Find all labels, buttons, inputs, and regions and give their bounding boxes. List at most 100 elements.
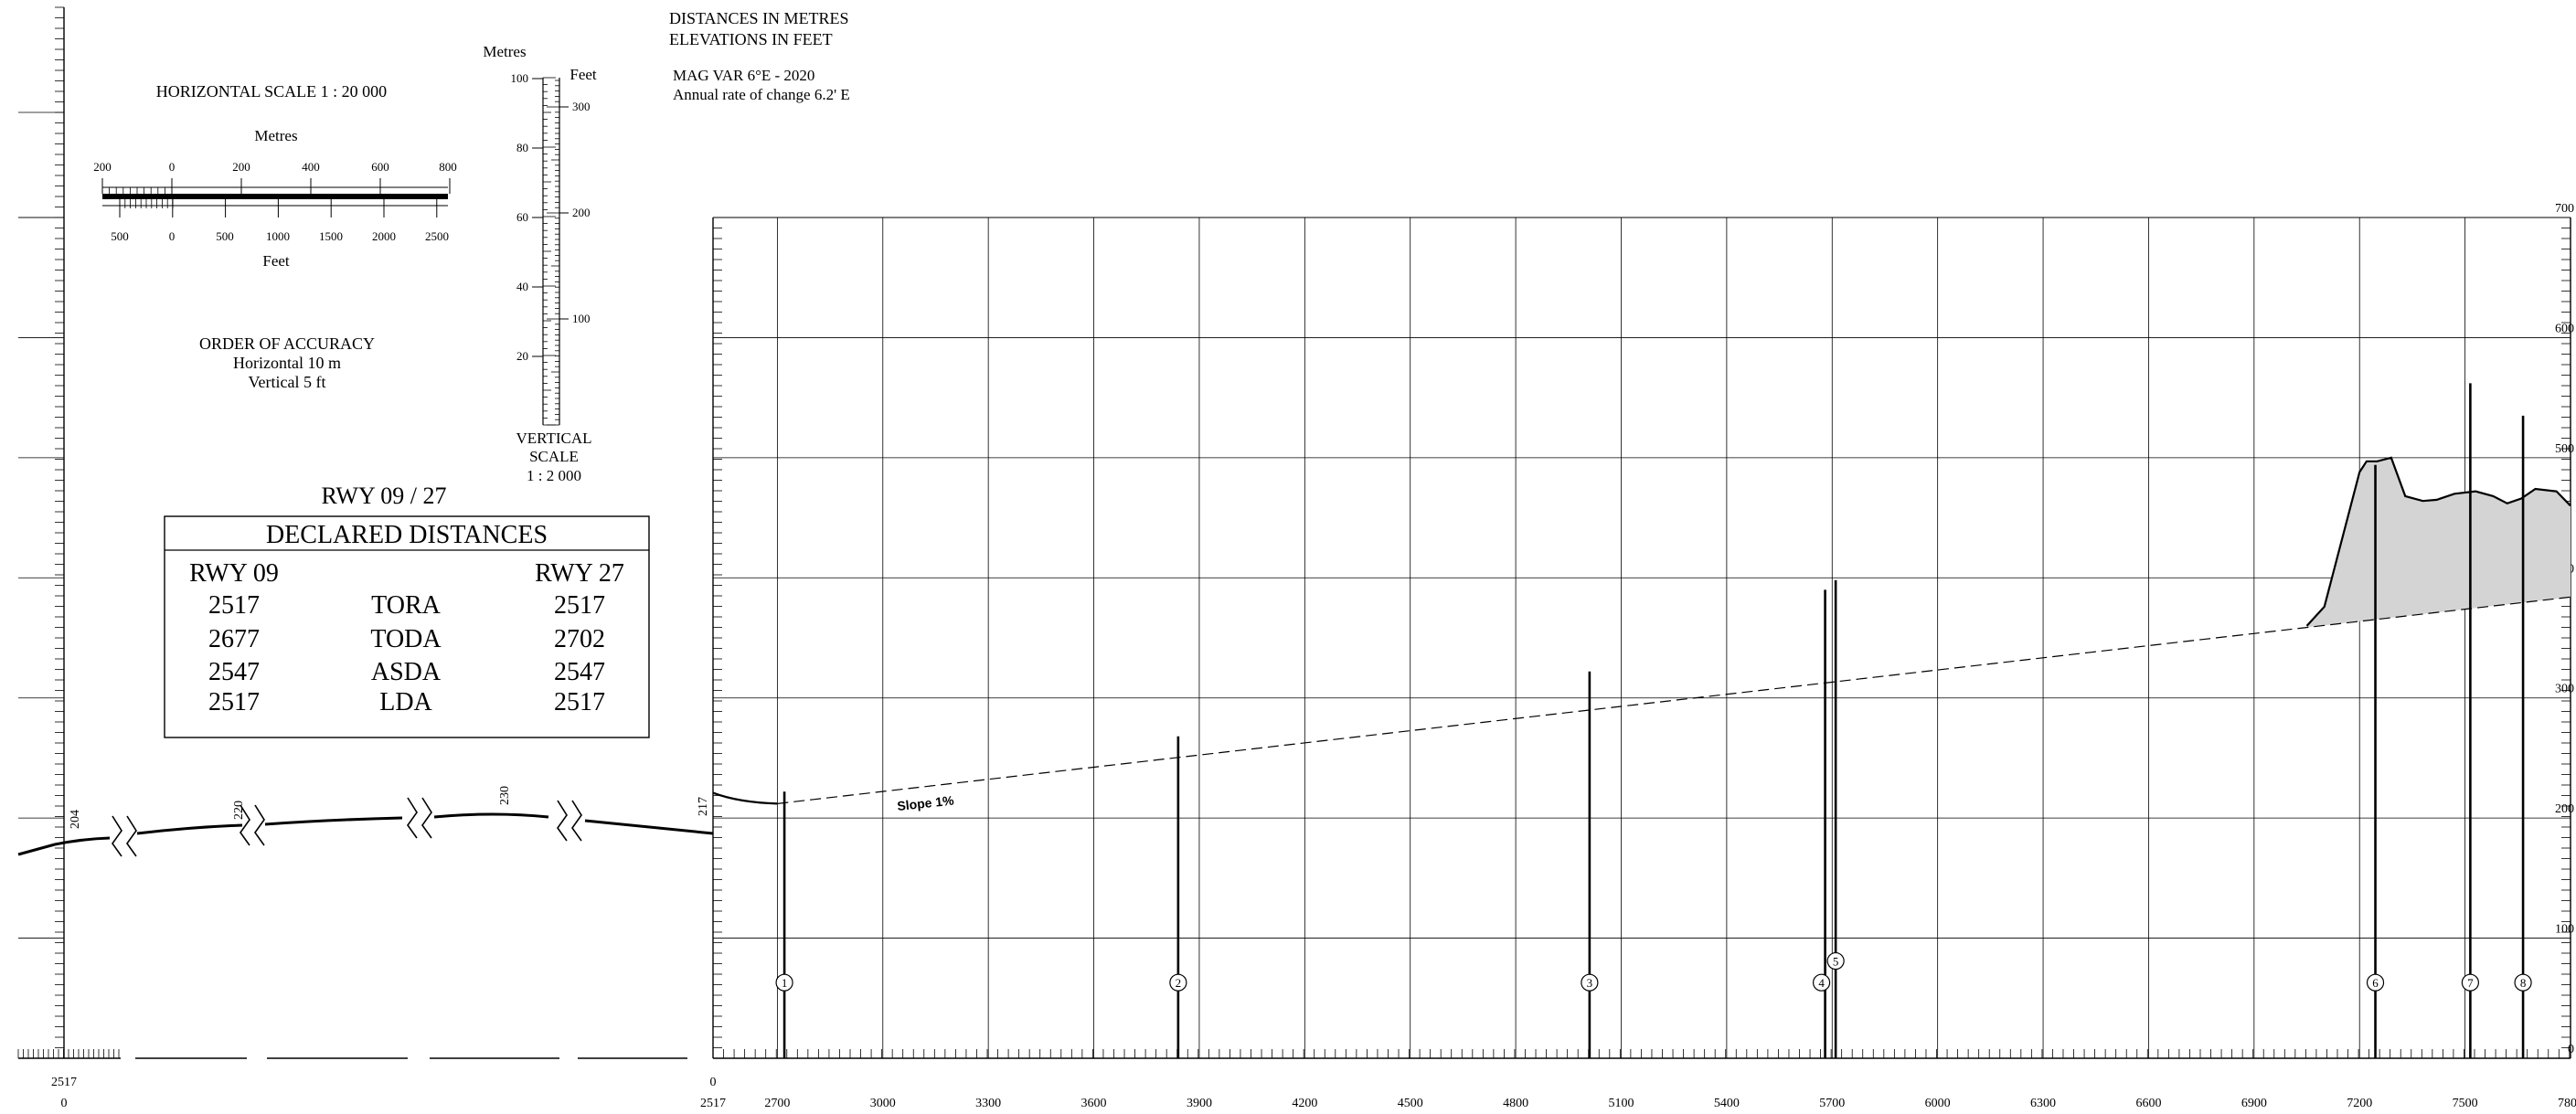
distances-unit: DISTANCES IN METRES: [669, 9, 849, 27]
asda-label: ASDA: [371, 658, 442, 686]
vscale-feet-label: 300: [572, 100, 591, 113]
obstacle-5-label: 5: [1833, 955, 1839, 969]
y-tick-label: 100: [2555, 923, 2574, 937]
elevations-unit: ELEVATIONS IN FEET: [669, 30, 833, 48]
obstacle-7-marker: [2461, 973, 2479, 992]
vertical-scale-caption-2: SCALE: [529, 448, 579, 465]
x-tick-label: 6600: [2135, 1097, 2161, 1110]
obstacle-8-label: 8: [2520, 976, 2527, 990]
x-tick-label: 3900: [1187, 1097, 1212, 1110]
runway-elevation-label: 220: [232, 801, 246, 820]
obstacle-6-marker: [2366, 973, 2385, 992]
main-chart-zero-label: 0: [710, 1076, 717, 1089]
runway-profile-segment: [136, 823, 243, 835]
feet-tick-label: 500: [111, 229, 129, 243]
feet-tick-label: 2000: [372, 229, 396, 243]
vertical-scale-metres-label: Metres: [483, 43, 526, 60]
accuracy-horizontal: Horizontal 10 m: [233, 354, 341, 372]
obstacle-2-marker: [1169, 973, 1187, 992]
x-tick-label: 3300: [975, 1097, 1001, 1110]
horizontal-scale-metres-label: Metres: [254, 127, 297, 144]
x-tick-label: 3000: [870, 1097, 896, 1110]
x-tick-label: 5400: [1714, 1097, 1740, 1110]
metre-tick-label: 800: [439, 160, 457, 174]
vscale-metre-label: 80: [516, 141, 528, 154]
x-tick-label: 4200: [1292, 1097, 1317, 1110]
rwy27-heading: RWY 27: [535, 559, 624, 588]
terrain-fill: [2306, 457, 2571, 628]
tora-09-value: 2517: [208, 591, 260, 620]
obstacle-1-marker: [775, 973, 793, 992]
left-profile-section: [17, 6, 714, 1059]
terrain-profile: [2305, 456, 2571, 627]
obstacle-3-label: 3: [1587, 976, 1593, 990]
vscale-feet-label: 100: [572, 312, 591, 325]
obstacle-1-label: 1: [782, 976, 788, 990]
obstacle-8-marker: [2514, 973, 2532, 992]
feet-tick-label: 500: [216, 229, 234, 243]
x-tick-label: 3600: [1081, 1097, 1107, 1110]
annual-change: Annual rate of change 6.2' E: [673, 86, 850, 103]
x-tick-label: 2700: [764, 1097, 790, 1110]
x-tick-label: 7800: [2558, 1097, 2576, 1110]
y-tick-label: 700: [2555, 202, 2574, 216]
vertical-scale: Metres Feet 100 80 60 40 20 300 200 100 …: [483, 43, 597, 484]
feet-tick-label: 0: [169, 229, 176, 243]
runway-elevation-label: 217: [697, 797, 710, 816]
x-tick-label: 7500: [2453, 1097, 2478, 1110]
x-tick-label: 6300: [2030, 1097, 2056, 1110]
declared-distances-table: RWY 09 / 27 DECLARED DISTANCES RWY 09 RW…: [164, 483, 650, 738]
runway-designator: RWY 09 / 27: [322, 483, 447, 509]
runway-profile-segment: [433, 812, 549, 819]
x-tick-label: 6000: [1925, 1097, 1951, 1110]
lda-label: LDA: [379, 688, 432, 716]
feet-tick-label: 2500: [425, 229, 449, 243]
x-tick-label: 4800: [1503, 1097, 1528, 1110]
metre-tick-label: 600: [371, 160, 389, 174]
vscale-metre-label: 40: [516, 280, 528, 293]
feet-tick-label: 1500: [319, 229, 343, 243]
metre-tick-label: 200: [93, 160, 112, 174]
toda-label: TODA: [370, 625, 442, 653]
profile-break-symbol: [407, 797, 432, 839]
profile-break-symbol: [112, 815, 137, 857]
asda-27-value: 2547: [554, 658, 605, 686]
profile-chart: 2517 2700 3000 3300 3600 3900 4200 4500 4800 5100…: [700, 202, 2576, 1110]
vertical-scale-caption-3: 1 : 2 000: [527, 467, 581, 484]
lda-09-value: 2517: [208, 688, 260, 716]
obstacle-4-marker: [1812, 973, 1831, 992]
horizontal-scale-title: HORIZONTAL SCALE 1 : 20 000: [156, 82, 387, 101]
vscale-metre-label: 60: [516, 210, 528, 224]
obstacle-4-label: 4: [1818, 976, 1825, 990]
obstacle-2-label: 2: [1176, 976, 1182, 990]
metre-tick-label: 200: [232, 160, 250, 174]
horizontal-scale: HORIZONTAL SCALE 1 : 20 000 Metres Feet …: [93, 82, 457, 270]
vscale-metre-label: 100: [511, 71, 529, 85]
y-tick-label: 300: [2555, 683, 2574, 696]
obstacle-5-marker: [1826, 951, 1845, 971]
slope-line: [777, 596, 2571, 804]
runway-elevation-label: 230: [498, 786, 512, 805]
vertical-scale-feet-label: Feet: [569, 66, 597, 83]
x-tick-label: 2517: [700, 1097, 726, 1110]
runway-end-profile: [712, 791, 778, 805]
declared-distances-box: [164, 515, 650, 738]
mag-var: MAG VAR 6°E - 2020: [673, 67, 814, 84]
runway-profile-segment: [584, 819, 714, 835]
declared-distances-title: DECLARED DISTANCES: [266, 521, 548, 549]
order-of-accuracy: ORDER OF ACCURACY Horizontal 10 m Vertic…: [199, 334, 375, 391]
accuracy-title: ORDER OF ACCURACY: [199, 334, 375, 353]
lda-27-value: 2517: [554, 688, 605, 716]
rwy09-heading: RWY 09: [189, 559, 279, 588]
runway-profile-segment: [17, 836, 111, 856]
x-tick-label: 5100: [1608, 1097, 1634, 1110]
runway-profile-segment: [264, 816, 403, 826]
x-tick-label: 4500: [1398, 1097, 1423, 1110]
left-section-zero-label: 0: [61, 1097, 68, 1110]
toda-09-value: 2677: [208, 625, 260, 653]
metre-tick-label: 400: [302, 160, 320, 174]
obstacle-3-marker: [1581, 973, 1599, 992]
vscale-feet-label: 200: [572, 206, 591, 219]
metre-tick-label: 0: [169, 160, 176, 174]
